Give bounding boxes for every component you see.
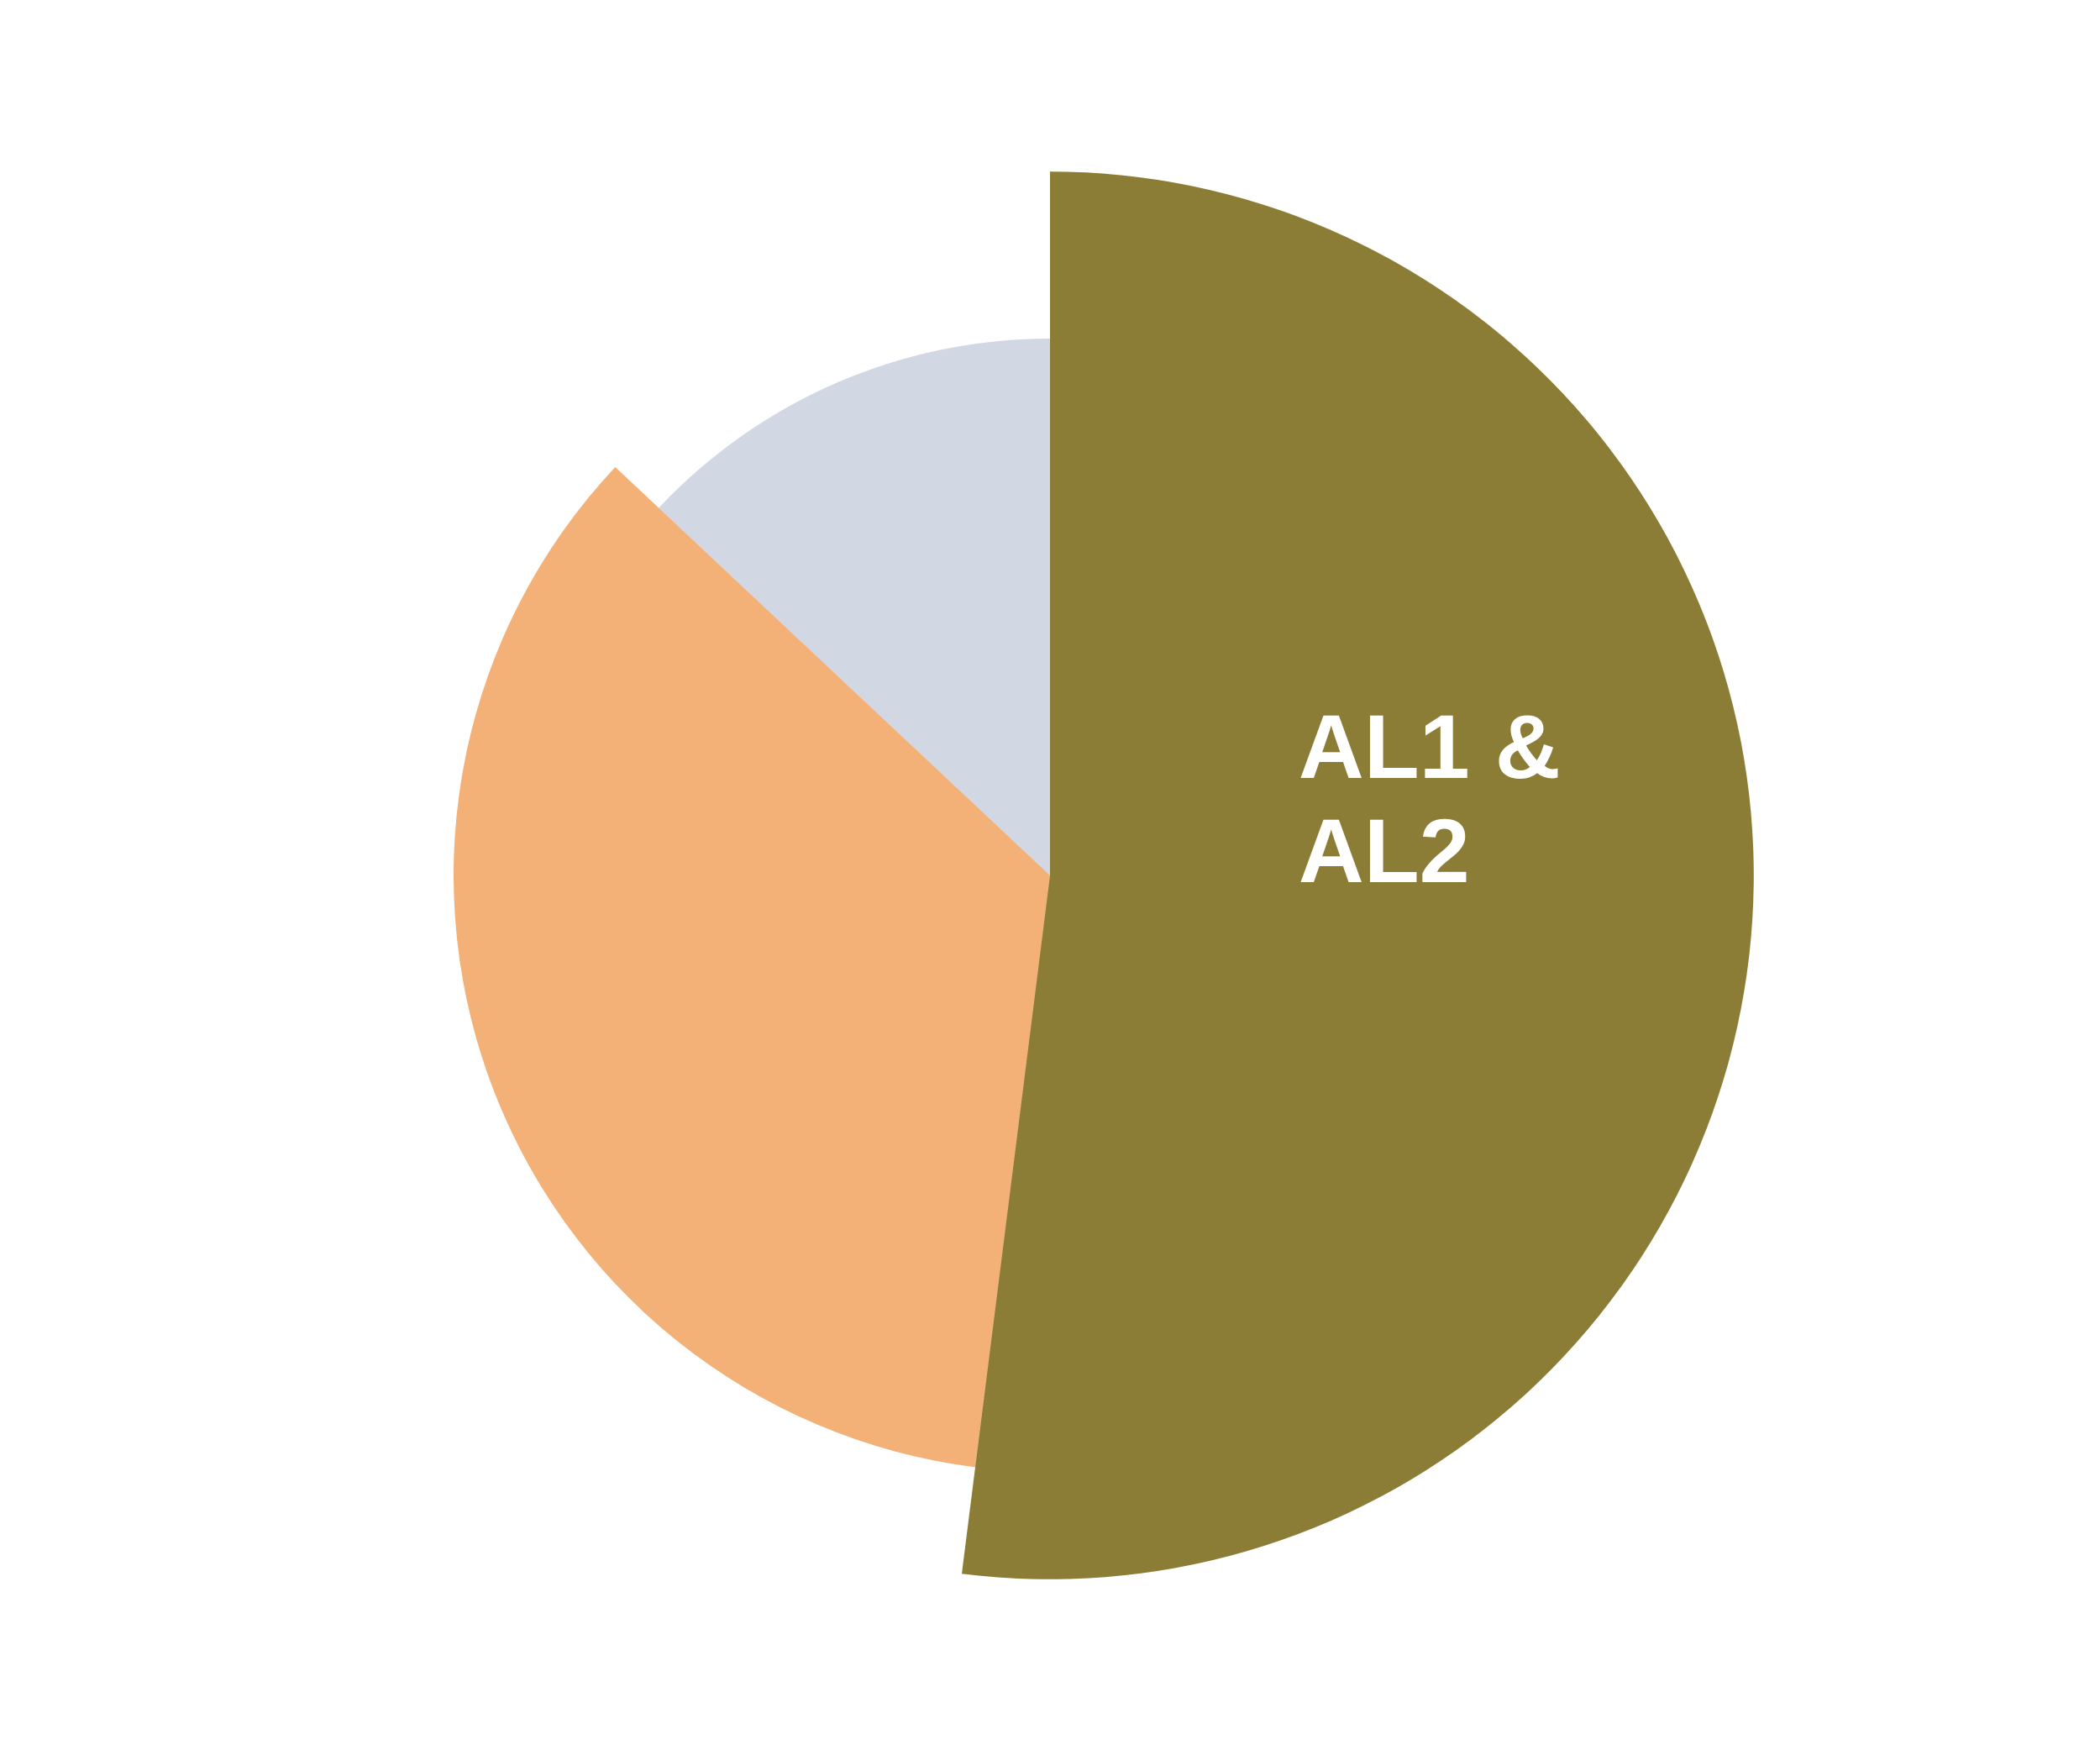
pie-chart: AL1 & AL2 [0,0,2100,1751]
pie-chart-svg [0,0,2100,1751]
pie-slice-al1-al2 [962,171,1754,1579]
